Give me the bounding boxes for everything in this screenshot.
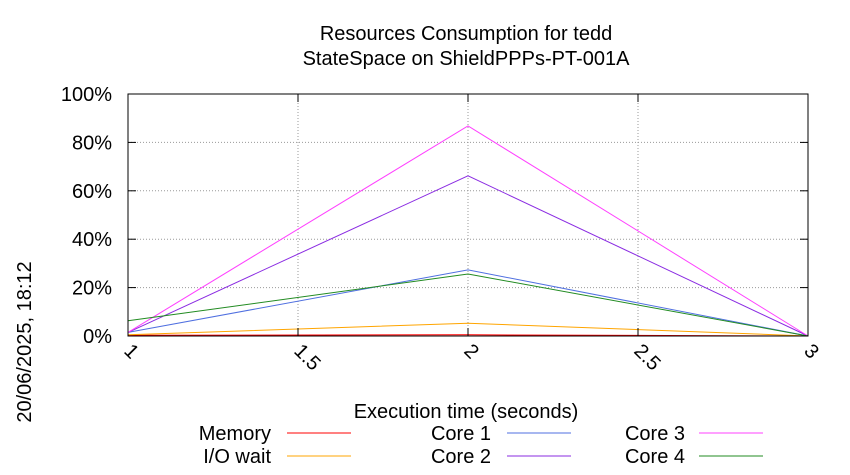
x-tick-label: 2: [459, 340, 482, 363]
y-tick-label: 0%: [83, 326, 112, 348]
legend-label-core-4: Core 4: [625, 446, 685, 468]
series-line-i-o-wait: [127, 322, 809, 337]
chart-title-line1: Resources Consumption for tedd: [320, 23, 612, 45]
x-tick-label: 1: [119, 340, 142, 363]
x-axis-label: Execution time (seconds): [354, 401, 579, 423]
series-line-core-3: [127, 125, 809, 337]
y-tick-label: 20%: [72, 278, 112, 300]
grid-layer: [128, 94, 808, 336]
legend-label-core-1: Core 1: [431, 423, 491, 445]
legend-label-i-o-wait: I/O wait: [203, 446, 271, 468]
x-tick-label: 3: [799, 340, 822, 363]
x-tick-label: 1.5: [289, 340, 324, 375]
legend-label-core-3: Core 3: [625, 423, 685, 445]
y-tick-label: 100%: [61, 84, 112, 106]
series-line-core-1: [127, 269, 809, 337]
y-tick-label: 60%: [72, 181, 112, 203]
y-tick-label: 40%: [72, 229, 112, 251]
legend-label-core-2: Core 2: [431, 446, 491, 468]
series-line-core-4: [127, 273, 809, 337]
legend-label-memory: Memory: [199, 423, 271, 445]
y-tick-label: 80%: [72, 132, 112, 154]
timestamp-label: 20/06/2025, 18:12: [14, 261, 36, 422]
series-line-core-2: [127, 175, 809, 337]
chart-title-line2: StateSpace on ShieldPPPs-PT-001A: [303, 48, 631, 70]
x-tick-label: 2.5: [629, 340, 664, 375]
y-axis: 0% 20% 40% 60% 80% 100%: [61, 84, 808, 348]
